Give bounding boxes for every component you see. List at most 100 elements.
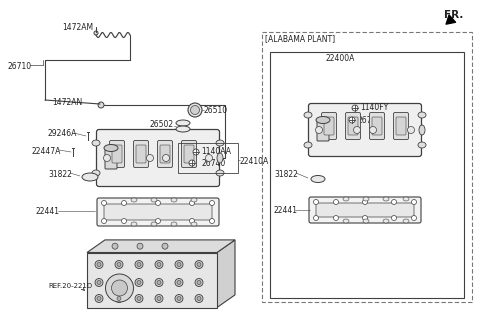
FancyBboxPatch shape — [97, 198, 219, 226]
FancyBboxPatch shape — [322, 113, 336, 139]
FancyBboxPatch shape — [372, 117, 382, 135]
Circle shape — [315, 126, 323, 133]
Ellipse shape — [316, 117, 330, 124]
Text: 22441: 22441 — [36, 207, 60, 216]
Circle shape — [97, 281, 101, 285]
Ellipse shape — [383, 219, 389, 223]
Circle shape — [115, 279, 123, 287]
Circle shape — [411, 215, 417, 220]
Circle shape — [195, 294, 203, 302]
Circle shape — [313, 215, 319, 220]
Circle shape — [112, 243, 118, 249]
Ellipse shape — [216, 140, 224, 146]
Circle shape — [111, 280, 128, 296]
Circle shape — [94, 31, 98, 35]
Circle shape — [197, 281, 201, 285]
Circle shape — [106, 274, 133, 302]
Circle shape — [190, 201, 194, 206]
Circle shape — [117, 263, 121, 267]
Ellipse shape — [311, 176, 325, 183]
FancyBboxPatch shape — [112, 145, 122, 163]
Circle shape — [209, 218, 215, 223]
FancyBboxPatch shape — [317, 119, 329, 141]
Text: 1472AM: 1472AM — [62, 23, 93, 32]
FancyArrowPatch shape — [446, 15, 456, 24]
Circle shape — [135, 279, 143, 287]
Circle shape — [313, 200, 319, 205]
Ellipse shape — [418, 142, 426, 148]
Circle shape — [334, 215, 338, 220]
Ellipse shape — [151, 198, 157, 202]
Circle shape — [195, 279, 203, 287]
FancyBboxPatch shape — [157, 140, 172, 168]
Circle shape — [334, 200, 338, 205]
Circle shape — [155, 279, 163, 287]
Ellipse shape — [217, 153, 223, 163]
FancyBboxPatch shape — [136, 145, 146, 163]
Circle shape — [189, 160, 195, 166]
Circle shape — [156, 201, 160, 206]
Circle shape — [392, 200, 396, 205]
Text: 22400A: 22400A — [325, 54, 355, 63]
Circle shape — [349, 117, 355, 123]
Text: 26502: 26502 — [150, 120, 174, 129]
Circle shape — [352, 105, 358, 111]
Circle shape — [157, 281, 161, 285]
Ellipse shape — [363, 197, 369, 201]
Ellipse shape — [403, 219, 409, 223]
Text: 29246A: 29246A — [48, 129, 77, 138]
Circle shape — [197, 296, 201, 300]
Circle shape — [177, 296, 181, 300]
Circle shape — [156, 218, 160, 223]
Circle shape — [157, 263, 161, 267]
Ellipse shape — [176, 120, 190, 126]
Circle shape — [137, 243, 143, 249]
Circle shape — [190, 218, 194, 223]
Ellipse shape — [92, 140, 100, 146]
Circle shape — [177, 263, 181, 267]
FancyBboxPatch shape — [133, 140, 148, 168]
Ellipse shape — [171, 222, 177, 226]
Circle shape — [193, 149, 199, 155]
Circle shape — [195, 261, 203, 269]
FancyBboxPatch shape — [316, 203, 414, 217]
Text: REF.20-221D: REF.20-221D — [48, 283, 92, 289]
Circle shape — [188, 103, 202, 117]
Circle shape — [95, 279, 103, 287]
FancyBboxPatch shape — [96, 129, 219, 187]
Ellipse shape — [104, 144, 118, 151]
Bar — [262, 32, 472, 302]
Ellipse shape — [363, 219, 369, 223]
Ellipse shape — [171, 198, 177, 202]
Text: 26740: 26740 — [357, 116, 381, 125]
Text: 31822: 31822 — [48, 170, 72, 179]
Circle shape — [175, 294, 183, 302]
Circle shape — [362, 200, 368, 205]
Circle shape — [191, 106, 200, 115]
Text: 1472AN: 1472AN — [52, 98, 82, 107]
Text: FR.: FR. — [444, 10, 463, 20]
Text: 26740: 26740 — [201, 159, 225, 168]
FancyBboxPatch shape — [181, 140, 196, 168]
Text: 22410A: 22410A — [240, 157, 269, 166]
FancyBboxPatch shape — [104, 204, 212, 220]
Text: 26510: 26510 — [204, 106, 228, 115]
Text: 1140AA: 1140AA — [201, 147, 231, 156]
Bar — [270, 52, 464, 298]
Ellipse shape — [131, 198, 137, 202]
Text: 22441: 22441 — [274, 206, 298, 215]
Circle shape — [175, 261, 183, 269]
Circle shape — [157, 296, 161, 300]
Ellipse shape — [343, 197, 349, 201]
FancyBboxPatch shape — [184, 145, 194, 163]
Circle shape — [117, 281, 121, 285]
Circle shape — [117, 296, 121, 300]
Circle shape — [115, 261, 123, 269]
Text: 1140FY: 1140FY — [360, 103, 388, 112]
Ellipse shape — [343, 219, 349, 223]
Circle shape — [101, 218, 107, 223]
Bar — [178, 143, 238, 173]
Circle shape — [163, 154, 169, 161]
FancyBboxPatch shape — [394, 113, 408, 139]
Circle shape — [411, 200, 417, 205]
